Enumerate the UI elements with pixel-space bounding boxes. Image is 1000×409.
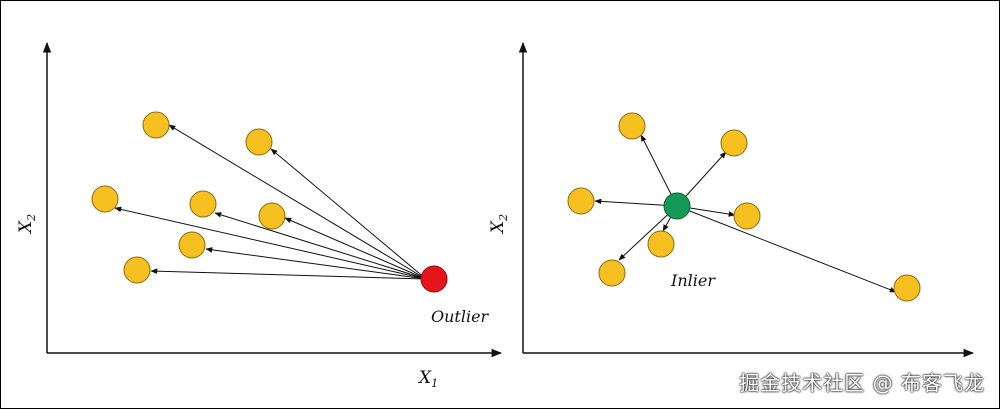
data-point — [720, 129, 748, 157]
right-panel: Inlier X2 — [488, 41, 975, 358]
left-focus-label: Outlier — [431, 307, 490, 326]
data-point — [567, 187, 595, 215]
left-points — [91, 111, 448, 293]
data-point — [178, 231, 206, 259]
data-point — [733, 202, 761, 230]
inlier-point — [663, 192, 691, 220]
outlier-point — [420, 265, 448, 293]
data-point — [245, 128, 273, 156]
left-panel: Outlier X2 X1 — [16, 41, 503, 390]
right-focus-label: Inlier — [670, 271, 716, 290]
left-arrows — [114, 124, 427, 280]
data-point — [142, 111, 170, 139]
watermark-text: 掘金技术社区 @ 布客飞龙 — [739, 371, 985, 395]
data-point — [258, 202, 286, 230]
data-point — [598, 259, 626, 287]
data-point — [618, 112, 646, 140]
data-point — [647, 230, 675, 258]
data-point — [123, 256, 151, 284]
data-point — [893, 274, 921, 302]
data-point — [91, 185, 119, 213]
left-y-axis-label: X2 — [16, 214, 38, 235]
right-y-axis-label: X2 — [488, 214, 510, 235]
left-x-axis-label: X1 — [417, 368, 438, 390]
right-points — [567, 112, 921, 302]
data-point — [189, 190, 217, 218]
